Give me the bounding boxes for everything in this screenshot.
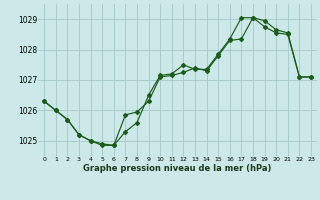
X-axis label: Graphe pression niveau de la mer (hPa): Graphe pression niveau de la mer (hPa) (84, 164, 272, 173)
